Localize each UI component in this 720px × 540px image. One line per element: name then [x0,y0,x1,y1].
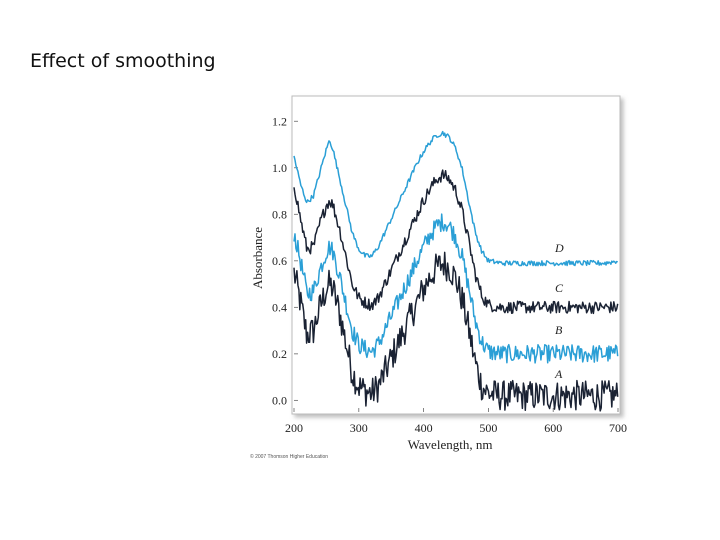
curve-labels: A B C D [554,241,564,381]
series-line-a [293,251,619,412]
x-tick-label: 600 [544,421,562,435]
y-tick-label: 0.6 [272,254,287,268]
y-axis: 0.0 0.2 0.4 0.6 0.8 1.0 1.2 [272,114,298,407]
x-tick-label: 500 [479,421,497,435]
curve-label-c: C [555,281,564,295]
curve-label-b: B [555,323,563,337]
plot-frame [291,95,621,415]
x-tick-label: 400 [415,421,433,435]
x-axis-label: Wavelength, nm [408,437,493,452]
x-tick-label: 700 [609,421,627,435]
y-tick-label: 1.0 [272,161,287,175]
x-tick-label: 200 [285,421,303,435]
y-tick-label: 0.8 [272,207,287,221]
series-line-b [293,213,619,364]
y-tick-label: 0.0 [272,393,287,407]
x-tick-label: 300 [350,421,368,435]
y-axis-label: Absorbance [250,227,265,289]
y-tick-label: 0.2 [272,347,287,361]
curve-label-a: A [554,367,563,381]
copyright-text: © 2007 Thomson Higher Education [250,453,328,460]
series-line-d [293,130,619,267]
y-tick-label: 0.4 [272,300,287,314]
x-axis: 200 300 400 500 600 700 [285,408,627,435]
series-group [293,130,619,412]
series-line-c [293,169,619,315]
curve-label-d: D [554,241,564,255]
y-tick-label: 1.2 [272,114,287,128]
slide-title: Effect of smoothing [30,50,216,72]
